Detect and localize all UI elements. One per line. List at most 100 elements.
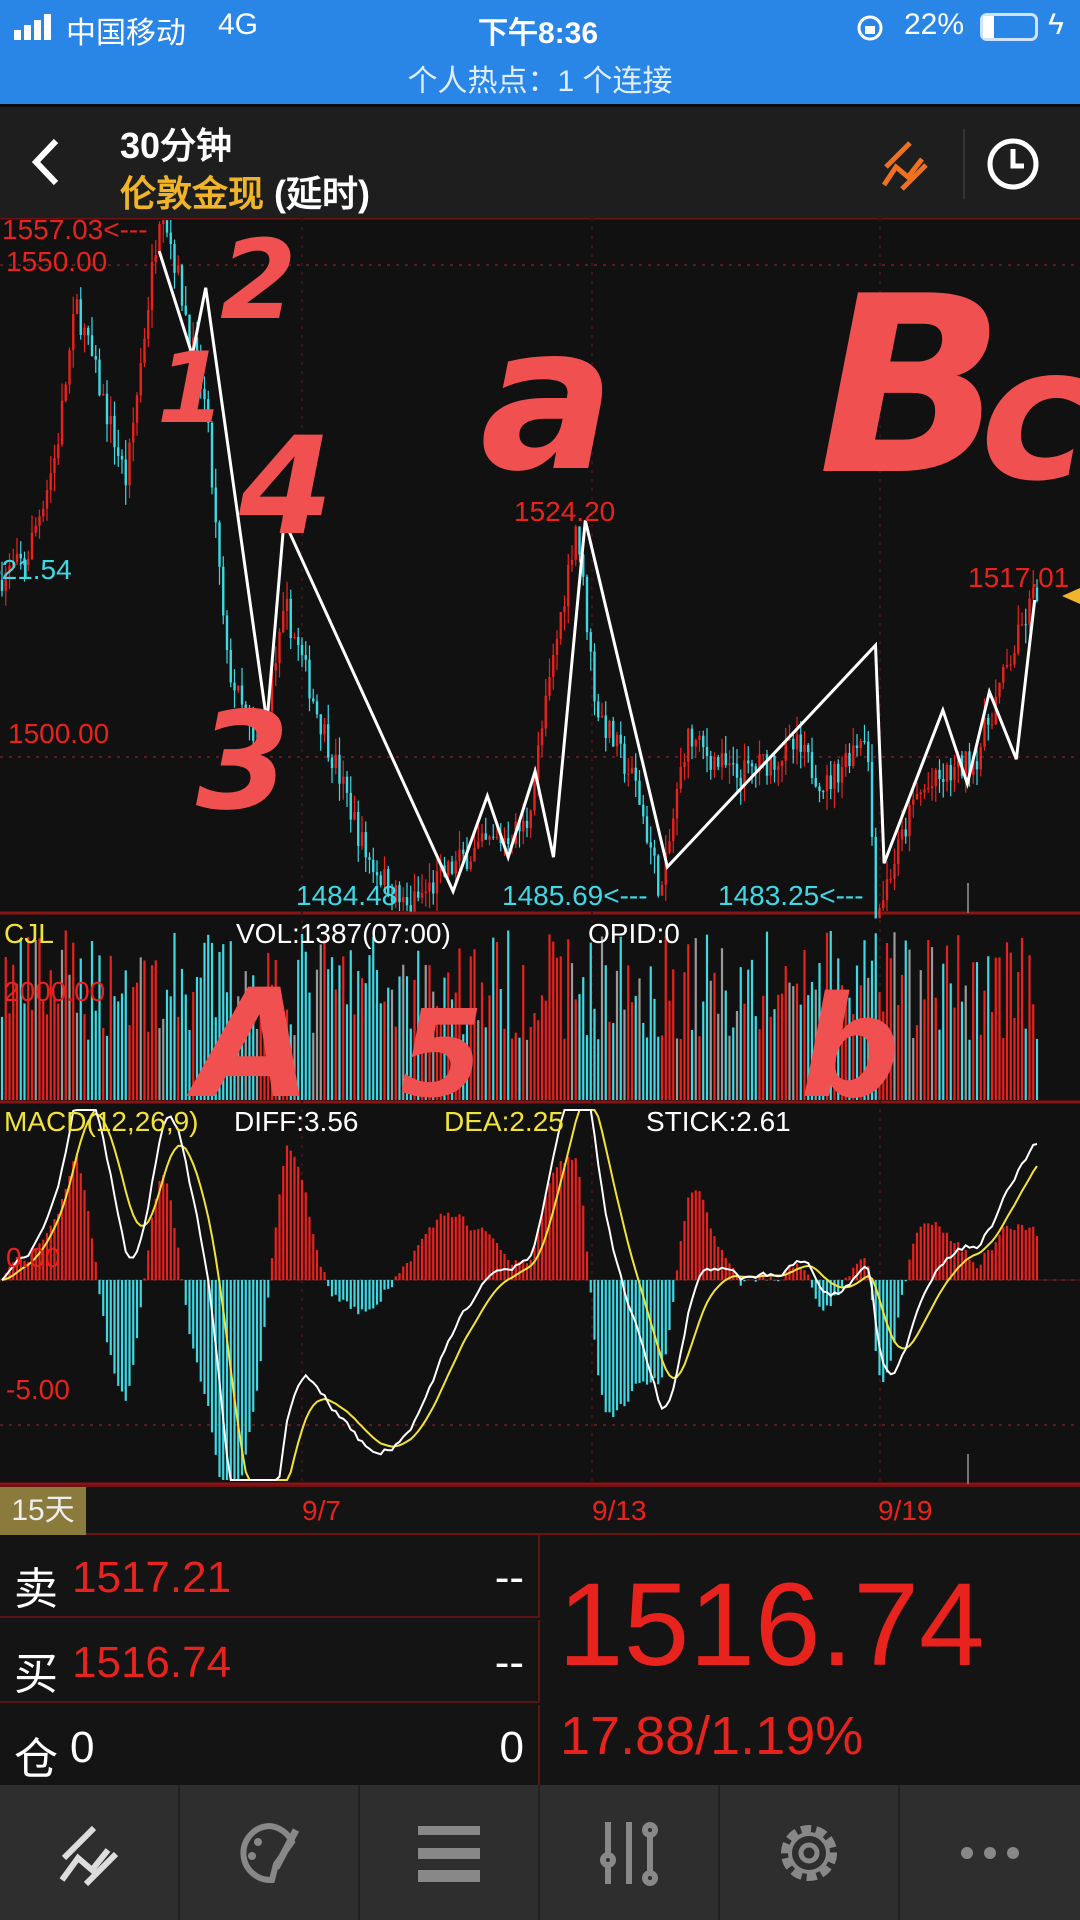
candle-body — [282, 610, 285, 633]
candle-body — [169, 232, 172, 245]
signal-icon — [14, 14, 51, 40]
candle-body — [889, 878, 892, 880]
candle-body — [1017, 624, 1020, 654]
candle-body — [859, 740, 862, 749]
candle-body — [308, 659, 311, 699]
candle-body — [240, 685, 244, 705]
menu-icon — [418, 1825, 480, 1882]
settings-button[interactable] — [720, 1785, 900, 1920]
header: 30分钟 伦敦金现 (延时) — [0, 104, 1080, 218]
candle-body — [285, 598, 289, 611]
candle-body — [274, 663, 277, 671]
candle-body — [630, 767, 634, 774]
wave-annotation-line — [157, 250, 1037, 896]
candle-body — [979, 746, 982, 770]
candle-body — [582, 554, 585, 577]
candle-body — [683, 761, 686, 767]
macd-stick: STICK:2.61 — [646, 1106, 791, 1137]
candle-body — [469, 861, 472, 869]
candle-body — [19, 553, 22, 559]
candle-body — [214, 487, 217, 523]
candle-body — [432, 882, 435, 894]
candle-body — [728, 763, 731, 766]
candle-body — [548, 676, 551, 696]
instrument-title: 伦敦金现 (延时) — [120, 165, 370, 217]
candle-body — [848, 752, 851, 767]
date-label: 9/7 — [302, 1495, 341, 1526]
candle-body — [724, 753, 727, 766]
candle-body — [225, 615, 229, 651]
candle-body — [525, 820, 529, 828]
candle-body — [608, 720, 611, 739]
more-button[interactable] — [900, 1785, 1080, 1920]
menu-button[interactable] — [360, 1785, 540, 1920]
candle-body — [998, 682, 1001, 697]
chart-canvas[interactable]: 12 3 4 5 a Bc A b — [0, 218, 1080, 1485]
buy-qty: -- — [494, 1638, 524, 1687]
candle-body — [165, 220, 169, 233]
candle-body — [574, 526, 577, 560]
candle-body — [105, 393, 109, 425]
kline-chart[interactable]: 12 3 4 5 aBc Ab 1557.03<--- 1550.00 521.54 15… — [0, 214, 1080, 1485]
candle-body — [390, 896, 394, 903]
candle-body — [855, 745, 859, 749]
candle-body — [657, 855, 660, 896]
candle-body — [38, 516, 41, 526]
candle-body — [454, 860, 457, 874]
volume-axis-label: 2000.00 — [4, 976, 106, 1007]
candle-body — [762, 754, 765, 756]
candle-body — [237, 685, 240, 691]
candle-body — [1020, 624, 1024, 626]
candle-body — [90, 335, 94, 357]
chart-style-button[interactable] — [0, 1785, 180, 1920]
charging-icon: ϟ — [1048, 8, 1064, 41]
candle-body — [375, 872, 379, 876]
candle-body — [537, 745, 540, 780]
hotspot-banner[interactable]: 个人热点：1 个连接 — [407, 65, 673, 98]
candle-body — [79, 299, 82, 336]
low-label-3: 1483.25<--- — [718, 880, 864, 911]
high-price-label: 1557.03<--- — [2, 214, 148, 245]
candle-body — [867, 741, 870, 763]
candle-body — [518, 821, 521, 832]
candle-body — [12, 562, 15, 566]
candle-body — [604, 715, 607, 739]
settings-icon — [781, 1824, 837, 1881]
candle-body — [578, 526, 581, 555]
peak-price-label: 1524.20 — [514, 496, 616, 527]
candle-body — [690, 728, 694, 747]
line-chart-icon[interactable] — [880, 137, 930, 193]
candle-body — [953, 766, 956, 781]
candle-body — [349, 792, 352, 820]
candle-body — [132, 422, 135, 443]
candle-body — [780, 760, 784, 767]
candle-body — [552, 654, 555, 677]
buy-row[interactable]: 买 1516.74 -- — [0, 1620, 540, 1703]
indicator-button[interactable] — [540, 1785, 720, 1920]
candle-body — [98, 359, 101, 396]
candle-body — [57, 444, 60, 459]
candle-body — [473, 847, 476, 862]
range-button[interactable]: 15天 — [0, 1487, 86, 1535]
sell-row[interactable]: 卖 1517.21 -- — [0, 1535, 540, 1618]
handwritten-annotation: 5 — [400, 986, 484, 1125]
volume-value: VOL:1387(07:00) — [236, 918, 451, 949]
left-value-label: 521.54 — [0, 554, 72, 585]
palette-icon — [240, 1822, 300, 1883]
candle-body — [623, 743, 626, 774]
palette-button[interactable] — [180, 1785, 360, 1920]
grid-price-1500: 1500.00 — [8, 718, 110, 749]
last-price-label: 1517.01 — [968, 562, 1070, 593]
position-value: 0 — [70, 1723, 95, 1772]
candle-body — [964, 751, 967, 776]
candle-body — [653, 847, 656, 856]
candle-body — [949, 765, 952, 781]
candle-body — [754, 766, 757, 771]
diff-line — [1, 1109, 1038, 1481]
candle-body — [368, 857, 371, 860]
handwritten-annotation: 2 — [220, 218, 297, 344]
candle-body — [42, 508, 45, 517]
back-icon[interactable] — [28, 137, 62, 187]
macd-minus-label: -5.00 — [6, 1374, 70, 1405]
clock-icon[interactable] — [986, 137, 1040, 191]
